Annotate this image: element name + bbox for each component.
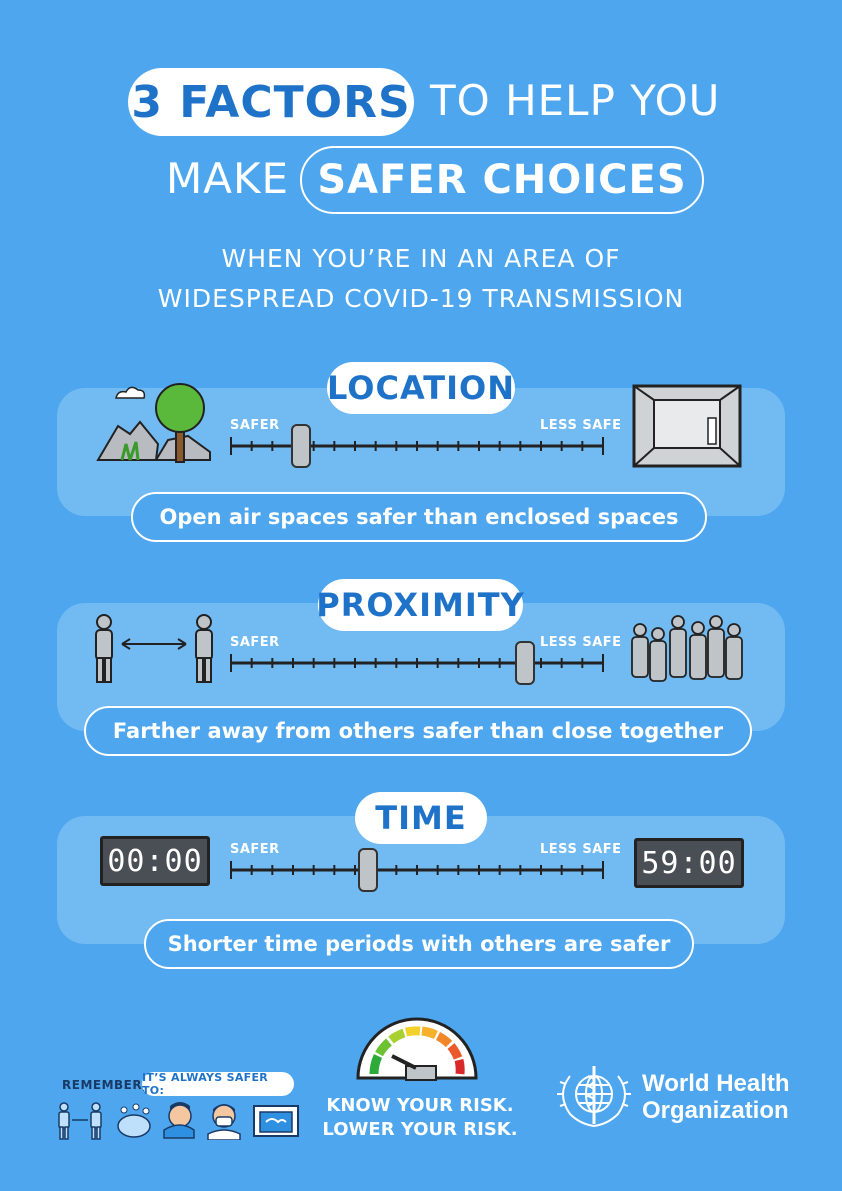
scale-knob xyxy=(515,641,536,685)
end-clock-icon: 59:00 xyxy=(634,838,744,888)
distance-icon xyxy=(56,1102,104,1145)
location-caption: Open air spaces safer than enclosed spac… xyxy=(131,492,707,542)
scale-knob xyxy=(358,848,379,892)
title-highlight: 3 FACTORS xyxy=(128,68,414,136)
who-line1: World Health xyxy=(642,1070,790,1097)
start-clock-icon: 00:00 xyxy=(100,836,210,886)
know-your-risk-text: KNOW YOUR RISK. LOWER YOUR RISK. xyxy=(320,1094,520,1142)
know-line2: LOWER YOUR RISK. xyxy=(322,1119,518,1140)
cough-elbow-icon xyxy=(160,1100,200,1145)
crowd-icon xyxy=(628,612,748,691)
who-emblem-icon xyxy=(554,1062,634,1135)
title-line2-lead: MAKE xyxy=(166,154,290,203)
location-safer-label: SAFER xyxy=(230,418,280,433)
proximity-caption: Farther away from others safer than clos… xyxy=(84,706,752,756)
subtitle-line2: WIDESPREAD COVID-19 TRANSMISSION xyxy=(157,284,685,313)
time-safer-label: SAFER xyxy=(230,842,280,857)
title-highlight-2: SAFER CHOICES xyxy=(300,146,704,214)
time-tag: TIME xyxy=(355,792,487,844)
who-wordmark: World Health Organization xyxy=(642,1070,790,1124)
who-line2: Organization xyxy=(642,1097,789,1124)
scale-track xyxy=(230,654,604,672)
title-line1-rest: TO HELP YOU xyxy=(430,76,721,125)
scale-track xyxy=(230,861,604,879)
mask-icon xyxy=(204,1100,244,1145)
enclosed-room-icon xyxy=(632,384,742,473)
remember-label: REMEMBER, xyxy=(62,1078,148,1092)
outdoor-landscape-icon xyxy=(96,382,214,473)
handwash-icon xyxy=(114,1102,154,1145)
open-window-icon xyxy=(252,1104,300,1143)
proximity-safer-label: SAFER xyxy=(230,635,280,650)
time-less-safe-label: LESS SAFE xyxy=(540,842,622,857)
know-line1: KNOW YOUR RISK. xyxy=(326,1095,514,1116)
time-caption: Shorter time periods with others are saf… xyxy=(144,919,694,969)
proximity-less-safe-label: LESS SAFE xyxy=(540,635,622,650)
proximity-risk-scale xyxy=(230,641,604,685)
scale-knob xyxy=(291,424,312,468)
always-safer-pill: IT’S ALWAYS SAFER TO: xyxy=(142,1071,294,1097)
subtitle-line1: WHEN YOU’RE IN AN AREA OF xyxy=(221,244,621,273)
location-risk-scale xyxy=(230,424,604,468)
proximity-tag: PROXIMITY xyxy=(316,579,524,631)
location-tag: LOCATION xyxy=(327,362,515,414)
scale-track xyxy=(230,437,604,455)
risk-meter-icon xyxy=(354,1004,480,1089)
two-people-apart-icon xyxy=(90,612,220,691)
location-less-safe-label: LESS SAFE xyxy=(540,418,622,433)
time-risk-scale xyxy=(230,848,604,892)
